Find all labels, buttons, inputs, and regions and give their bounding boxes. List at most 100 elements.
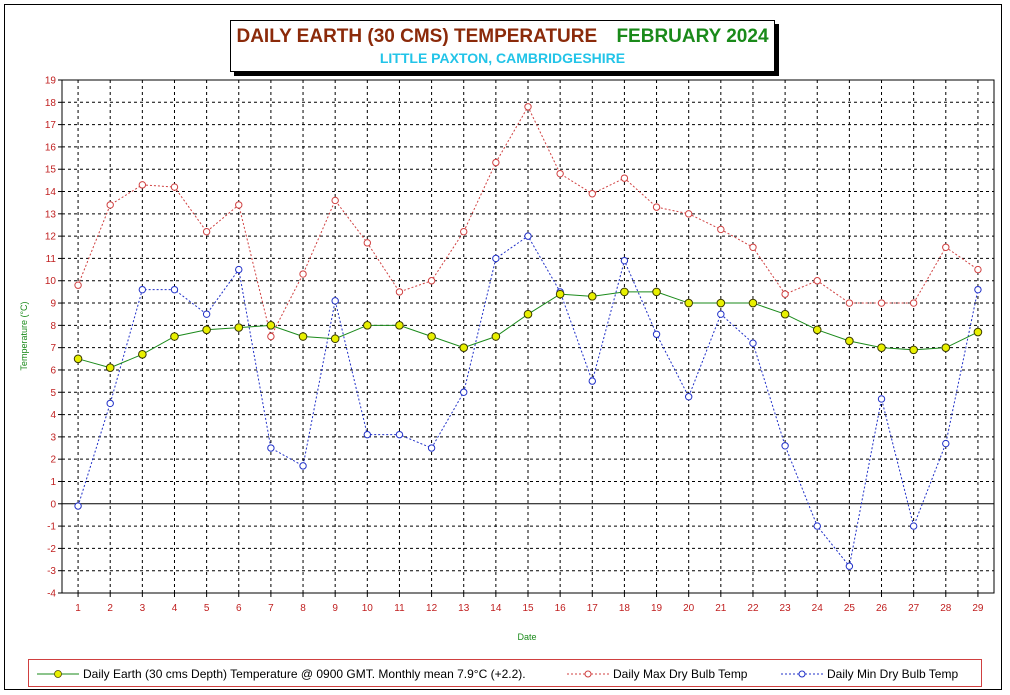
x-tick-label: 22 xyxy=(747,603,759,614)
min-temp-point xyxy=(138,285,147,294)
y-tick-label: 13 xyxy=(45,209,57,220)
y-tick-label: 2 xyxy=(50,455,56,466)
min-temp-point xyxy=(974,285,982,294)
x-tick-label: 17 xyxy=(587,603,599,614)
max-temp-point xyxy=(138,181,147,189)
min-temp-point xyxy=(202,310,211,318)
earth-temp-point xyxy=(909,345,918,355)
y-tick-label: 5 xyxy=(50,388,56,399)
legend-min-swatch xyxy=(781,670,823,678)
min-temp-point xyxy=(235,265,243,274)
max-temp-point xyxy=(106,201,114,209)
legend-label-min: Daily Min Dry Bulb Temp xyxy=(827,666,959,681)
y-tick-label: -4 xyxy=(47,589,56,600)
title-box: DAILY EARTH (30 CMS) TEMPERATURE FEBRUAR… xyxy=(230,20,775,72)
earth-temp-point xyxy=(138,350,147,359)
y-tick-label: -3 xyxy=(47,566,56,577)
min-temp-point xyxy=(267,444,275,452)
earth-temp-point xyxy=(812,325,822,335)
min-temp-point xyxy=(717,310,725,318)
max-temp-point xyxy=(909,299,918,307)
min-temp-point xyxy=(749,339,757,347)
max-temp-point xyxy=(877,299,886,307)
x-tick-label: 29 xyxy=(972,603,984,614)
x-tick-label: 25 xyxy=(844,603,856,614)
x-tick-label: 15 xyxy=(522,603,534,614)
max-temp-point xyxy=(556,169,564,178)
earth-temp-point xyxy=(491,332,501,341)
max-temp-point xyxy=(299,270,307,278)
legend-earth-swatch xyxy=(37,669,79,678)
title-month: FEBRUARY 2024 xyxy=(616,26,769,47)
y-tick-label: 17 xyxy=(45,120,57,131)
y-tick-label: 16 xyxy=(45,142,57,153)
x-tick-label: 19 xyxy=(651,603,663,614)
y-tick-label: 0 xyxy=(50,499,56,510)
plot-area-border xyxy=(61,79,995,594)
min-temp-point xyxy=(299,462,307,470)
max-temp-point xyxy=(620,174,629,182)
y-tick-label: 10 xyxy=(45,276,57,287)
max-temp-point xyxy=(395,288,404,296)
min-temp-point xyxy=(395,430,404,439)
earth-temp-point xyxy=(716,298,726,308)
min-temp-point xyxy=(331,297,339,305)
y-tick-label: 8 xyxy=(50,321,56,332)
earth-temp-point xyxy=(73,354,83,364)
max-temp-point xyxy=(684,210,693,218)
min-temp-point xyxy=(845,562,854,570)
max-temp-point xyxy=(427,277,436,285)
earth-temp-point xyxy=(395,321,404,330)
series-layer xyxy=(73,103,983,570)
max-temp-point xyxy=(170,183,179,191)
title-main: DAILY EARTH (30 CMS) TEMPERATURE xyxy=(236,26,598,47)
min-temp-point xyxy=(427,444,436,452)
earth-temp-point xyxy=(363,321,372,330)
legend-label-earth: Daily Earth (30 cms Depth) Temperature @… xyxy=(83,666,526,681)
earth-temp-point xyxy=(459,343,469,352)
min-temp-point xyxy=(492,254,500,263)
x-tick-label: 20 xyxy=(683,603,695,614)
min-temp-point xyxy=(170,285,179,294)
x-axis-label: Date xyxy=(517,632,536,642)
max-temp-point xyxy=(974,265,982,274)
chart-frame xyxy=(4,4,1002,690)
x-tick-label: 26 xyxy=(876,603,888,614)
chart-subtitle: LITTLE PAXTON, CAMBRIDGESHIRE xyxy=(379,50,626,66)
x-tick-label: 10 xyxy=(362,603,374,614)
max-temp-point xyxy=(363,239,372,247)
min-temp-point xyxy=(524,232,532,240)
earth-temp-point xyxy=(587,292,597,301)
earth-temp-point xyxy=(877,343,886,352)
min-temp-point xyxy=(781,442,789,450)
min-temp-point xyxy=(684,393,693,401)
x-tick-label: 4 xyxy=(172,603,178,614)
earth-temp-point xyxy=(105,363,115,373)
x-tick-label: 27 xyxy=(908,603,920,614)
min-temp-point xyxy=(877,395,886,403)
grid-layer xyxy=(61,79,995,594)
earth-temp-point xyxy=(170,332,179,341)
earth-temp-point xyxy=(973,327,983,337)
max-temp-point xyxy=(588,190,596,198)
x-tick-label: 28 xyxy=(940,603,952,614)
legend: Daily Earth (30 cms Depth) Temperature @… xyxy=(28,659,982,687)
x-tick-label: 18 xyxy=(619,603,631,614)
min-temp-point xyxy=(106,399,114,408)
earth-temp-point xyxy=(684,298,693,308)
y-tick-label: 9 xyxy=(50,299,56,310)
y-tick-label: 1 xyxy=(50,477,56,488)
earth-temp-point xyxy=(941,343,951,352)
earth-temp-point xyxy=(652,287,661,297)
earth-temp-point xyxy=(234,323,244,332)
y-tick-label: 18 xyxy=(45,98,57,109)
earth-temp-point xyxy=(266,321,276,330)
x-tick-label: 8 xyxy=(300,603,306,614)
x-tick-label: 3 xyxy=(140,603,146,614)
x-tick-label: 23 xyxy=(780,603,792,614)
min-temp-point xyxy=(813,522,821,530)
legend-item-max: Daily Max Dry Bulb Temp xyxy=(567,666,747,681)
min-temp-point xyxy=(460,388,468,396)
y-tick-label: 7 xyxy=(50,343,56,354)
